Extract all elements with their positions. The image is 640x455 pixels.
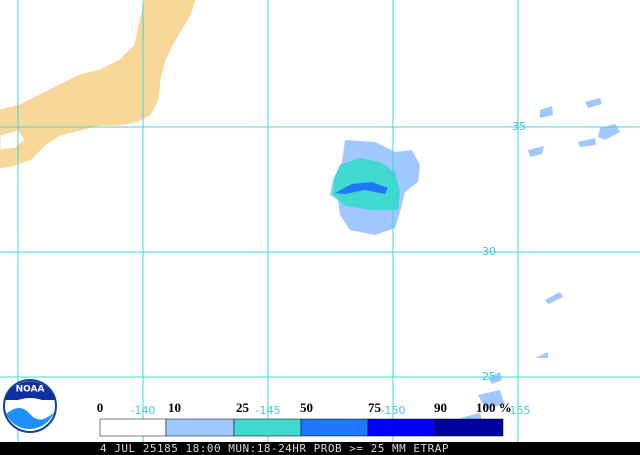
- lon-label: -150: [381, 404, 406, 417]
- logo-text: NOAA: [16, 385, 45, 395]
- legend-label: 90: [434, 400, 447, 415]
- legend-bin: [300, 418, 369, 437]
- legend-bin: [367, 418, 436, 437]
- lon-label: -145: [256, 404, 281, 417]
- footer-bar: [0, 442, 640, 455]
- grid: [0, 0, 640, 442]
- lon-label: -140: [131, 404, 156, 417]
- legend-label: 100 %: [476, 400, 512, 415]
- land: [0, 0, 196, 169]
- legend: 0 10 25 50 75 90 100 %: [97, 400, 512, 437]
- legend-bin: [233, 418, 302, 437]
- lon-label: -155: [506, 404, 531, 417]
- lat-label: 30: [482, 245, 496, 258]
- legend-label: 10: [168, 400, 181, 415]
- legend-bin: [99, 418, 167, 437]
- legend-label: 75: [368, 400, 382, 415]
- legend-bin: [434, 418, 504, 437]
- lat-label: 25: [482, 370, 496, 383]
- lat-label: 35: [512, 120, 526, 133]
- legend-label: 50: [300, 400, 313, 415]
- caption: 4 JUL 25185 18:00 MUN:18-24HR PROB >= 25…: [100, 442, 449, 455]
- legend-bin: [165, 418, 235, 437]
- prob-50-75: [335, 182, 388, 194]
- legend-label: 25: [236, 400, 250, 415]
- noaa-logo: NOAA: [3, 379, 57, 433]
- probability-areas: [330, 98, 620, 420]
- legend-label: 0: [97, 400, 104, 415]
